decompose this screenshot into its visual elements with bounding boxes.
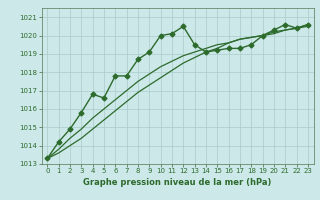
- X-axis label: Graphe pression niveau de la mer (hPa): Graphe pression niveau de la mer (hPa): [84, 178, 272, 187]
